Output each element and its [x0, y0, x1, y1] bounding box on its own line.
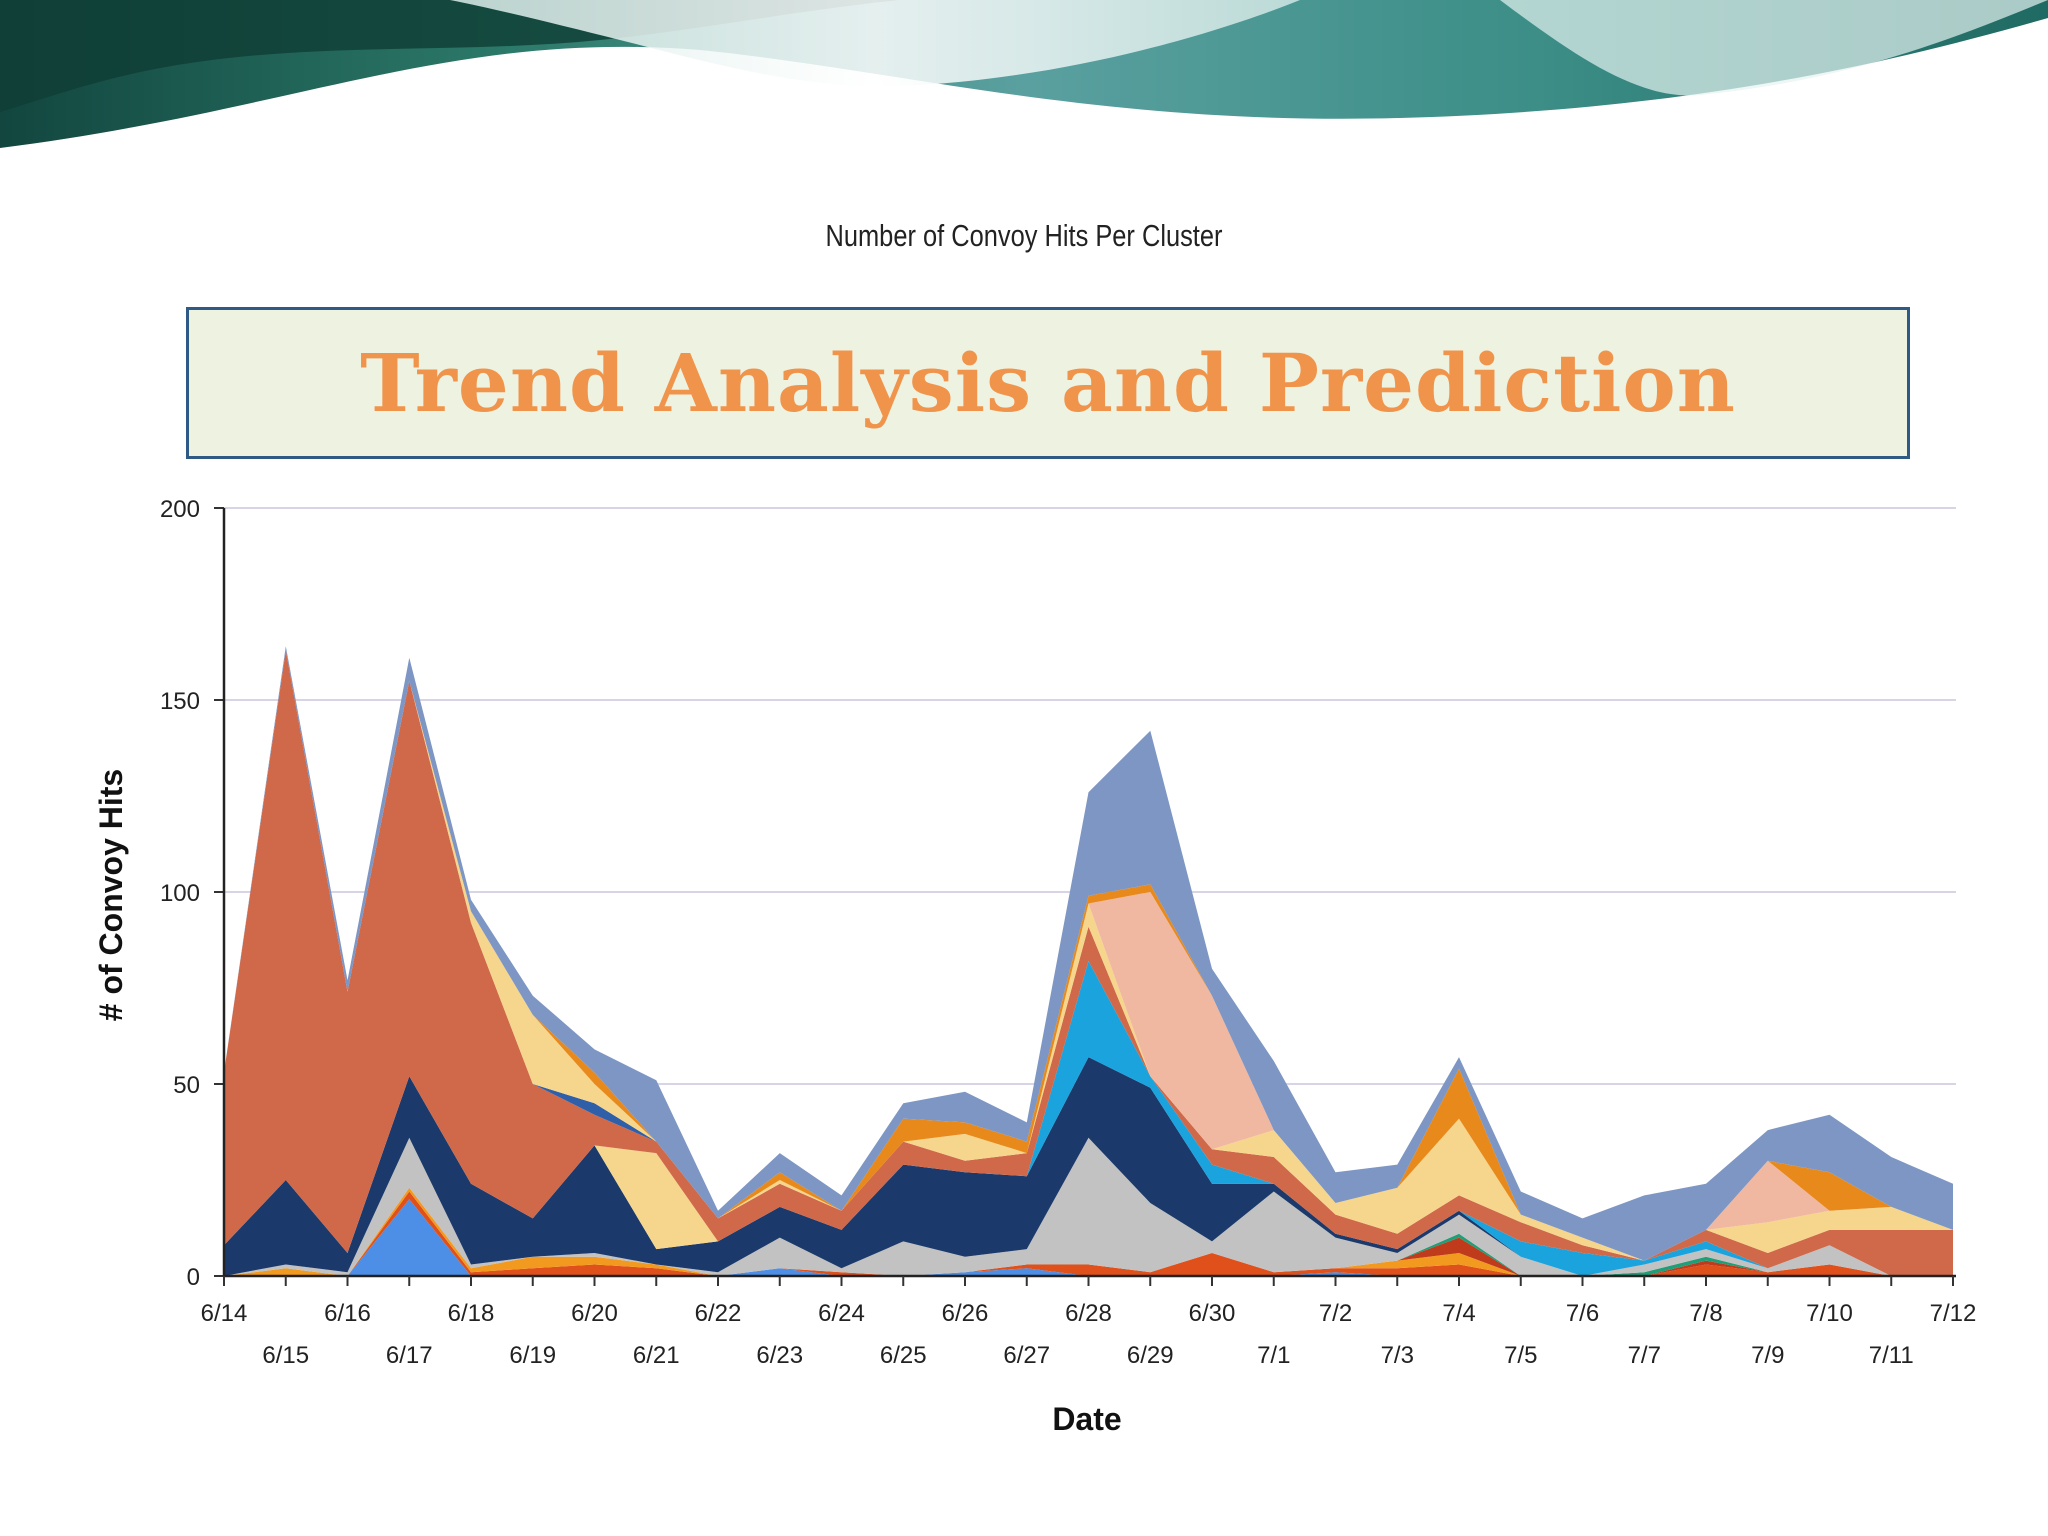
- x-tick-label: 6/27: [1003, 1342, 1050, 1369]
- x-tick-label: 7/4: [1442, 1300, 1475, 1327]
- x-tick-label: 7/1: [1257, 1342, 1290, 1369]
- chart-title: Number of Convoy Hits Per Cluster: [825, 218, 1223, 253]
- x-tick-label: 6/25: [880, 1342, 927, 1369]
- y-tick-label: 0: [187, 1264, 200, 1291]
- x-tick-label: 7/9: [1751, 1342, 1784, 1369]
- area-series-5: [224, 1137, 1953, 1276]
- x-tick-label: 6/15: [262, 1342, 309, 1369]
- y-tick-label: 200: [160, 496, 200, 523]
- x-tick-label: 7/5: [1504, 1342, 1537, 1369]
- x-tick-label: 6/26: [942, 1300, 989, 1327]
- slide-title-box: Trend Analysis and Prediction: [186, 307, 1910, 459]
- x-tick-label: 6/19: [509, 1342, 556, 1369]
- x-tick-label: 6/16: [324, 1300, 371, 1327]
- x-tick-label: 7/10: [1806, 1300, 1853, 1327]
- x-tick-label: 7/8: [1689, 1300, 1722, 1327]
- slide-title: Trend Analysis and Prediction: [360, 336, 1736, 430]
- y-tick-label: 150: [160, 688, 200, 715]
- x-tick-label: 6/28: [1065, 1300, 1112, 1327]
- x-tick-label: 6/20: [571, 1300, 618, 1327]
- x-tick-label: 7/6: [1566, 1300, 1599, 1327]
- x-tick-label: 6/21: [633, 1342, 680, 1369]
- y-tick-label: 100: [160, 880, 200, 907]
- x-axis-title: Date: [1052, 1401, 1121, 1437]
- x-tick-label: 6/17: [386, 1342, 433, 1369]
- x-tick-label: 6/24: [818, 1300, 865, 1327]
- x-tick-label: 6/18: [448, 1300, 495, 1327]
- x-tick-label: 7/3: [1381, 1342, 1414, 1369]
- x-tick-label: 6/14: [201, 1300, 248, 1327]
- area-series-6: [224, 1057, 1953, 1276]
- axes: 0 50 100 150 200 6/14 6/15 6/16 6/17 6/18 6/19 6/20…: [160, 496, 1976, 1369]
- area-series-8: [224, 961, 1953, 1276]
- x-tick-label: 7/2: [1319, 1300, 1352, 1327]
- header-banner-wave: [0, 0, 2048, 148]
- area-series-14: [224, 646, 1953, 1261]
- x-tick-label: 7/11: [1869, 1342, 1914, 1369]
- area-series-0: [224, 1199, 1953, 1276]
- area-series-7: [224, 961, 1953, 1276]
- x-tick-label: 7/7: [1628, 1342, 1661, 1369]
- area-series-12: [224, 650, 1953, 1261]
- area-series: [224, 646, 1953, 1276]
- x-tick-label: 6/23: [756, 1342, 803, 1369]
- x-tick-label: 7/12: [1930, 1300, 1977, 1327]
- y-axis-title: # of Convoy Hits: [93, 769, 129, 1021]
- x-tick-label: 6/29: [1127, 1342, 1174, 1369]
- y-tick-label: 50: [173, 1072, 200, 1099]
- x-tick-label: 6/30: [1189, 1300, 1236, 1327]
- x-tick-label: 6/22: [695, 1300, 742, 1327]
